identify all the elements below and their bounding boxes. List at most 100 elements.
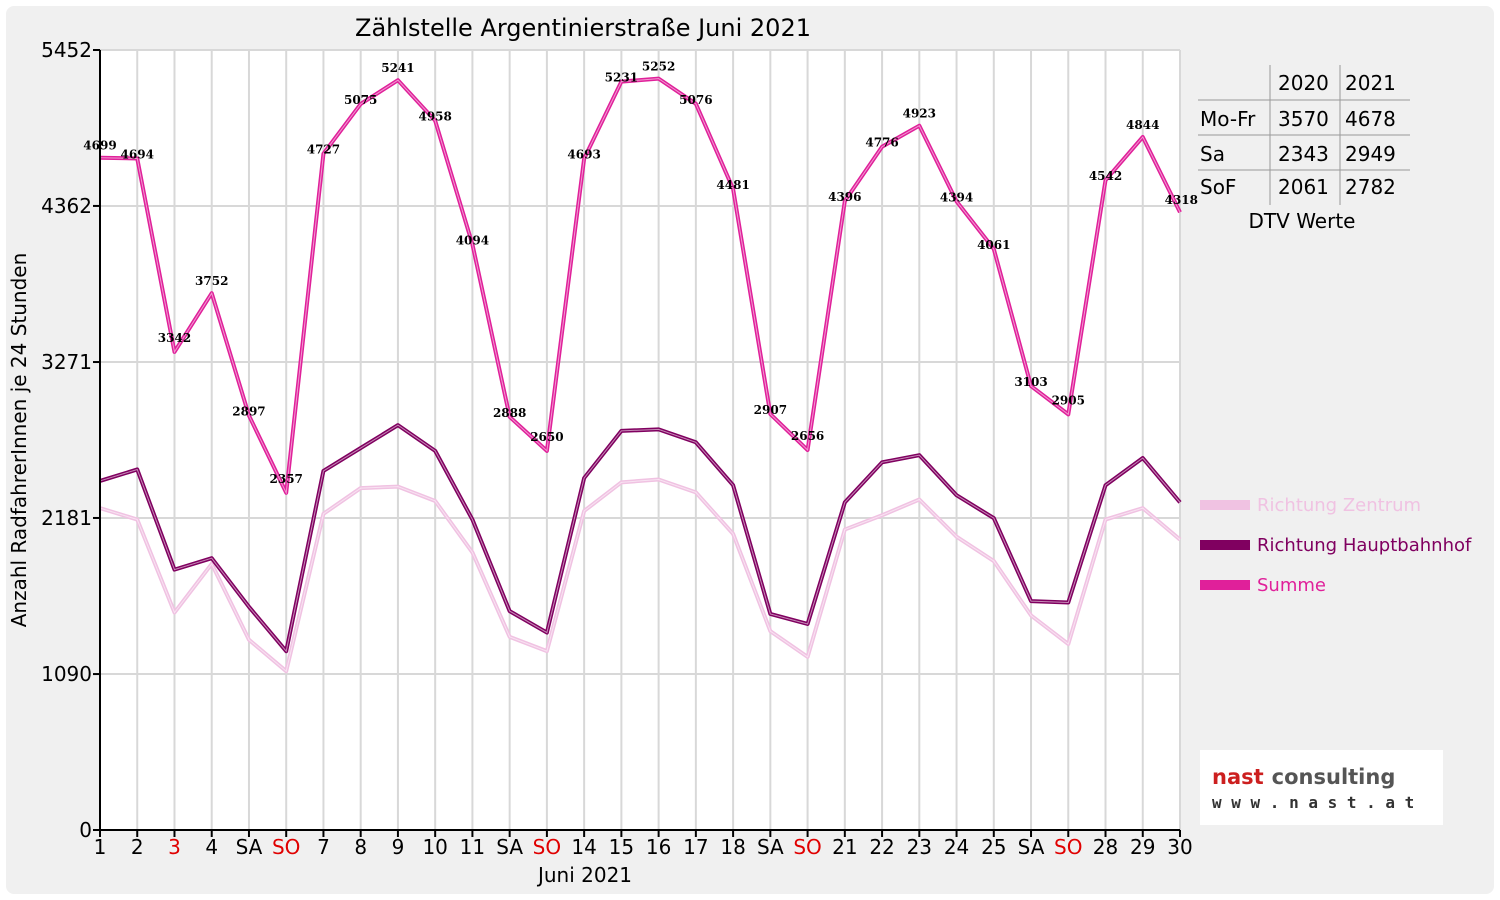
data-label-7: 5075 bbox=[344, 93, 377, 107]
y-tick-label-1: 1090 bbox=[41, 662, 92, 686]
dtv-header-1: 2020 bbox=[1278, 71, 1329, 95]
data-label-22: 4923 bbox=[903, 107, 936, 121]
legend-label-0: Richtung Zentrum bbox=[1257, 495, 1421, 516]
series-highlight-0 bbox=[99, 478, 1181, 673]
data-label-20: 4396 bbox=[828, 190, 861, 204]
data-label-29: 4318 bbox=[1165, 193, 1198, 207]
data-label-14: 5231 bbox=[605, 71, 638, 85]
x-tick-label-15: 16 bbox=[646, 835, 671, 859]
x-tick-label-10: 11 bbox=[460, 835, 485, 859]
y-axis-label: Anzahl RadfahrerInnen je 24 Stunden bbox=[7, 253, 31, 628]
dtv-cell-1-2: 2949 bbox=[1345, 142, 1396, 166]
data-label-11: 2888 bbox=[493, 406, 526, 420]
y-tick-label-0: 0 bbox=[79, 818, 92, 842]
x-tick-label-24: 25 bbox=[981, 835, 1006, 859]
dtv-table: 2020 2021 Mo-Fr 3570 4678 Sa 2343 2949 SoF 2061 27… bbox=[1198, 65, 1410, 233]
data-label-17: 4481 bbox=[716, 178, 749, 192]
dtv-cell-0-1: 3570 bbox=[1278, 107, 1329, 131]
data-label-10: 4094 bbox=[456, 233, 489, 247]
data-label-12: 2650 bbox=[530, 430, 563, 444]
x-tick-label-14: 15 bbox=[609, 835, 634, 859]
data-label-23: 4394 bbox=[940, 190, 973, 204]
legend-swatch-2 bbox=[1200, 580, 1250, 590]
y-tick-label-3: 3271 bbox=[41, 350, 92, 374]
x-tick-label-12: SO bbox=[533, 835, 561, 859]
x-tick-label-4: SA bbox=[236, 835, 263, 859]
x-tick-label-22: 23 bbox=[907, 835, 932, 859]
legend: Richtung Zentrum Richtung Hauptbahnhof Sum… bbox=[1200, 495, 1472, 596]
dtv-cell-0-2: 4678 bbox=[1345, 107, 1396, 131]
data-label-8: 5241 bbox=[381, 61, 414, 75]
x-tick-label-21: 22 bbox=[869, 835, 894, 859]
data-label-6: 4727 bbox=[307, 143, 340, 157]
x-tick-label-27: 28 bbox=[1093, 835, 1118, 859]
x-tick-label-20: 21 bbox=[832, 835, 857, 859]
y-tick-label-5: 5452 bbox=[41, 38, 92, 62]
data-label-21: 4776 bbox=[865, 136, 898, 150]
x-tick-label-3: 4 bbox=[205, 835, 218, 859]
data-label-16: 5076 bbox=[679, 93, 712, 107]
y-tick-label-2: 2181 bbox=[41, 506, 92, 530]
nast-logo: nast consulting w w w . n a s t . a t bbox=[1200, 750, 1443, 825]
data-label-15: 5252 bbox=[642, 60, 675, 74]
data-labels: 4699 4694 3342 3752 2897 2357 4727 5075 5241 4958… bbox=[83, 60, 1198, 486]
dtv-cell-2-1: 2061 bbox=[1278, 175, 1329, 199]
dtv-caption: DTV Werte bbox=[1249, 209, 1356, 233]
x-tick-label-17: 18 bbox=[720, 835, 745, 859]
legend-label-2: Summe bbox=[1257, 575, 1326, 596]
dtv-cell-2-2: 2782 bbox=[1345, 175, 1396, 199]
legend-swatch-1 bbox=[1200, 540, 1250, 550]
data-label-24: 4061 bbox=[977, 238, 1010, 252]
x-tick-label-9: 10 bbox=[422, 835, 447, 859]
x-tick-label-6: 7 bbox=[317, 835, 330, 859]
series-highlight-2 bbox=[99, 78, 1181, 495]
x-tick-label-11: SA bbox=[496, 835, 523, 859]
x-tick-label-18: SA bbox=[757, 835, 784, 859]
data-label-25: 3103 bbox=[1014, 375, 1047, 389]
dtv-cell-1-1: 2343 bbox=[1278, 142, 1329, 166]
x-tick-label-28: 29 bbox=[1130, 835, 1155, 859]
x-tick-label-23: 24 bbox=[944, 835, 969, 859]
series-lines bbox=[99, 76, 1182, 674]
x-tick-label-8: 9 bbox=[392, 835, 405, 859]
gridlines bbox=[100, 49, 1181, 830]
data-label-26: 2905 bbox=[1052, 393, 1085, 407]
dtv-cell-2-0: SoF bbox=[1200, 175, 1236, 199]
series-highlight-1 bbox=[99, 424, 1181, 653]
x-tick-label-7: 8 bbox=[354, 835, 367, 859]
x-tick-label-29: 30 bbox=[1167, 835, 1192, 859]
dtv-header-2: 2021 bbox=[1345, 71, 1396, 95]
plot-area bbox=[100, 50, 1180, 830]
data-label-4: 2897 bbox=[232, 405, 265, 419]
x-tick-label-25: SA bbox=[1018, 835, 1045, 859]
x-axis-label: Juni 2021 bbox=[536, 863, 632, 887]
axes bbox=[93, 49, 1181, 837]
logo-nast: nast bbox=[1212, 765, 1264, 789]
chart-title: Zählstelle Argentinierstraße Juni 2021 bbox=[355, 14, 811, 42]
data-label-5: 2357 bbox=[270, 472, 303, 486]
data-label-2: 3342 bbox=[158, 331, 191, 345]
legend-label-1: Richtung Hauptbahnhof bbox=[1257, 535, 1472, 556]
dtv-cell-0-0: Mo-Fr bbox=[1200, 107, 1256, 131]
data-label-18: 2907 bbox=[754, 403, 787, 417]
data-label-3: 3752 bbox=[195, 274, 228, 288]
x-tick-label-13: 14 bbox=[571, 835, 596, 859]
logo-consulting: consulting bbox=[1272, 765, 1396, 789]
y-tick-label-4: 4362 bbox=[41, 194, 92, 218]
x-tick-label-19: SO bbox=[793, 835, 821, 859]
x-tick-label-1: 2 bbox=[131, 835, 144, 859]
data-label-9: 4958 bbox=[418, 110, 451, 124]
x-tick-label-16: 17 bbox=[683, 835, 708, 859]
dtv-cell-1-0: Sa bbox=[1200, 142, 1225, 166]
data-label-0: 4699 bbox=[83, 139, 116, 153]
logo-background bbox=[1200, 750, 1443, 825]
x-tick-label-5: SO bbox=[272, 835, 300, 859]
x-tick-label-2: 3 bbox=[168, 835, 181, 859]
data-label-13: 4693 bbox=[567, 148, 600, 162]
legend-swatch-0 bbox=[1200, 500, 1250, 510]
x-tick-label-26: SO bbox=[1054, 835, 1082, 859]
x-tick-label-0: 1 bbox=[94, 835, 107, 859]
